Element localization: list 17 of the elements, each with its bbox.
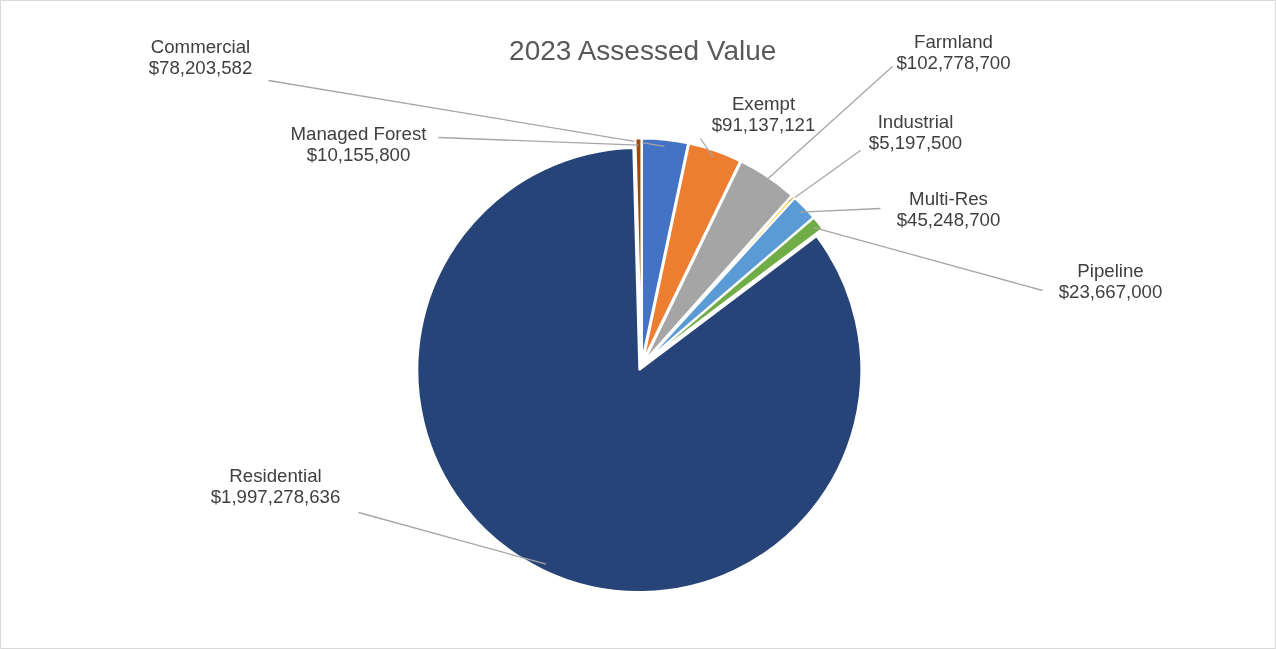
chart-title: 2023 Assessed Value: [509, 35, 777, 66]
slice-label: Farmland: [914, 30, 993, 52]
data-label: $5,197,500: [868, 131, 963, 153]
data-label: $102,778,700: [896, 51, 1011, 73]
slice-label: Industrial: [877, 110, 954, 132]
data-label: $91,137,121: [711, 113, 816, 135]
slice-label: Residential: [229, 464, 322, 486]
slice-label: Commercial: [150, 35, 251, 57]
slice-label: Multi-Res: [909, 187, 988, 209]
data-label: $45,248,700: [896, 208, 1001, 230]
data-label: $78,203,582: [148, 56, 253, 78]
data-label: $23,667,000: [1058, 280, 1163, 302]
slice-label: Pipeline: [1077, 259, 1144, 281]
data-label: $1,997,278,636: [210, 485, 341, 507]
slice-label: Managed Forest: [290, 122, 428, 144]
data-label: $10,155,800: [306, 143, 411, 165]
slice-label: Exempt: [731, 92, 796, 114]
